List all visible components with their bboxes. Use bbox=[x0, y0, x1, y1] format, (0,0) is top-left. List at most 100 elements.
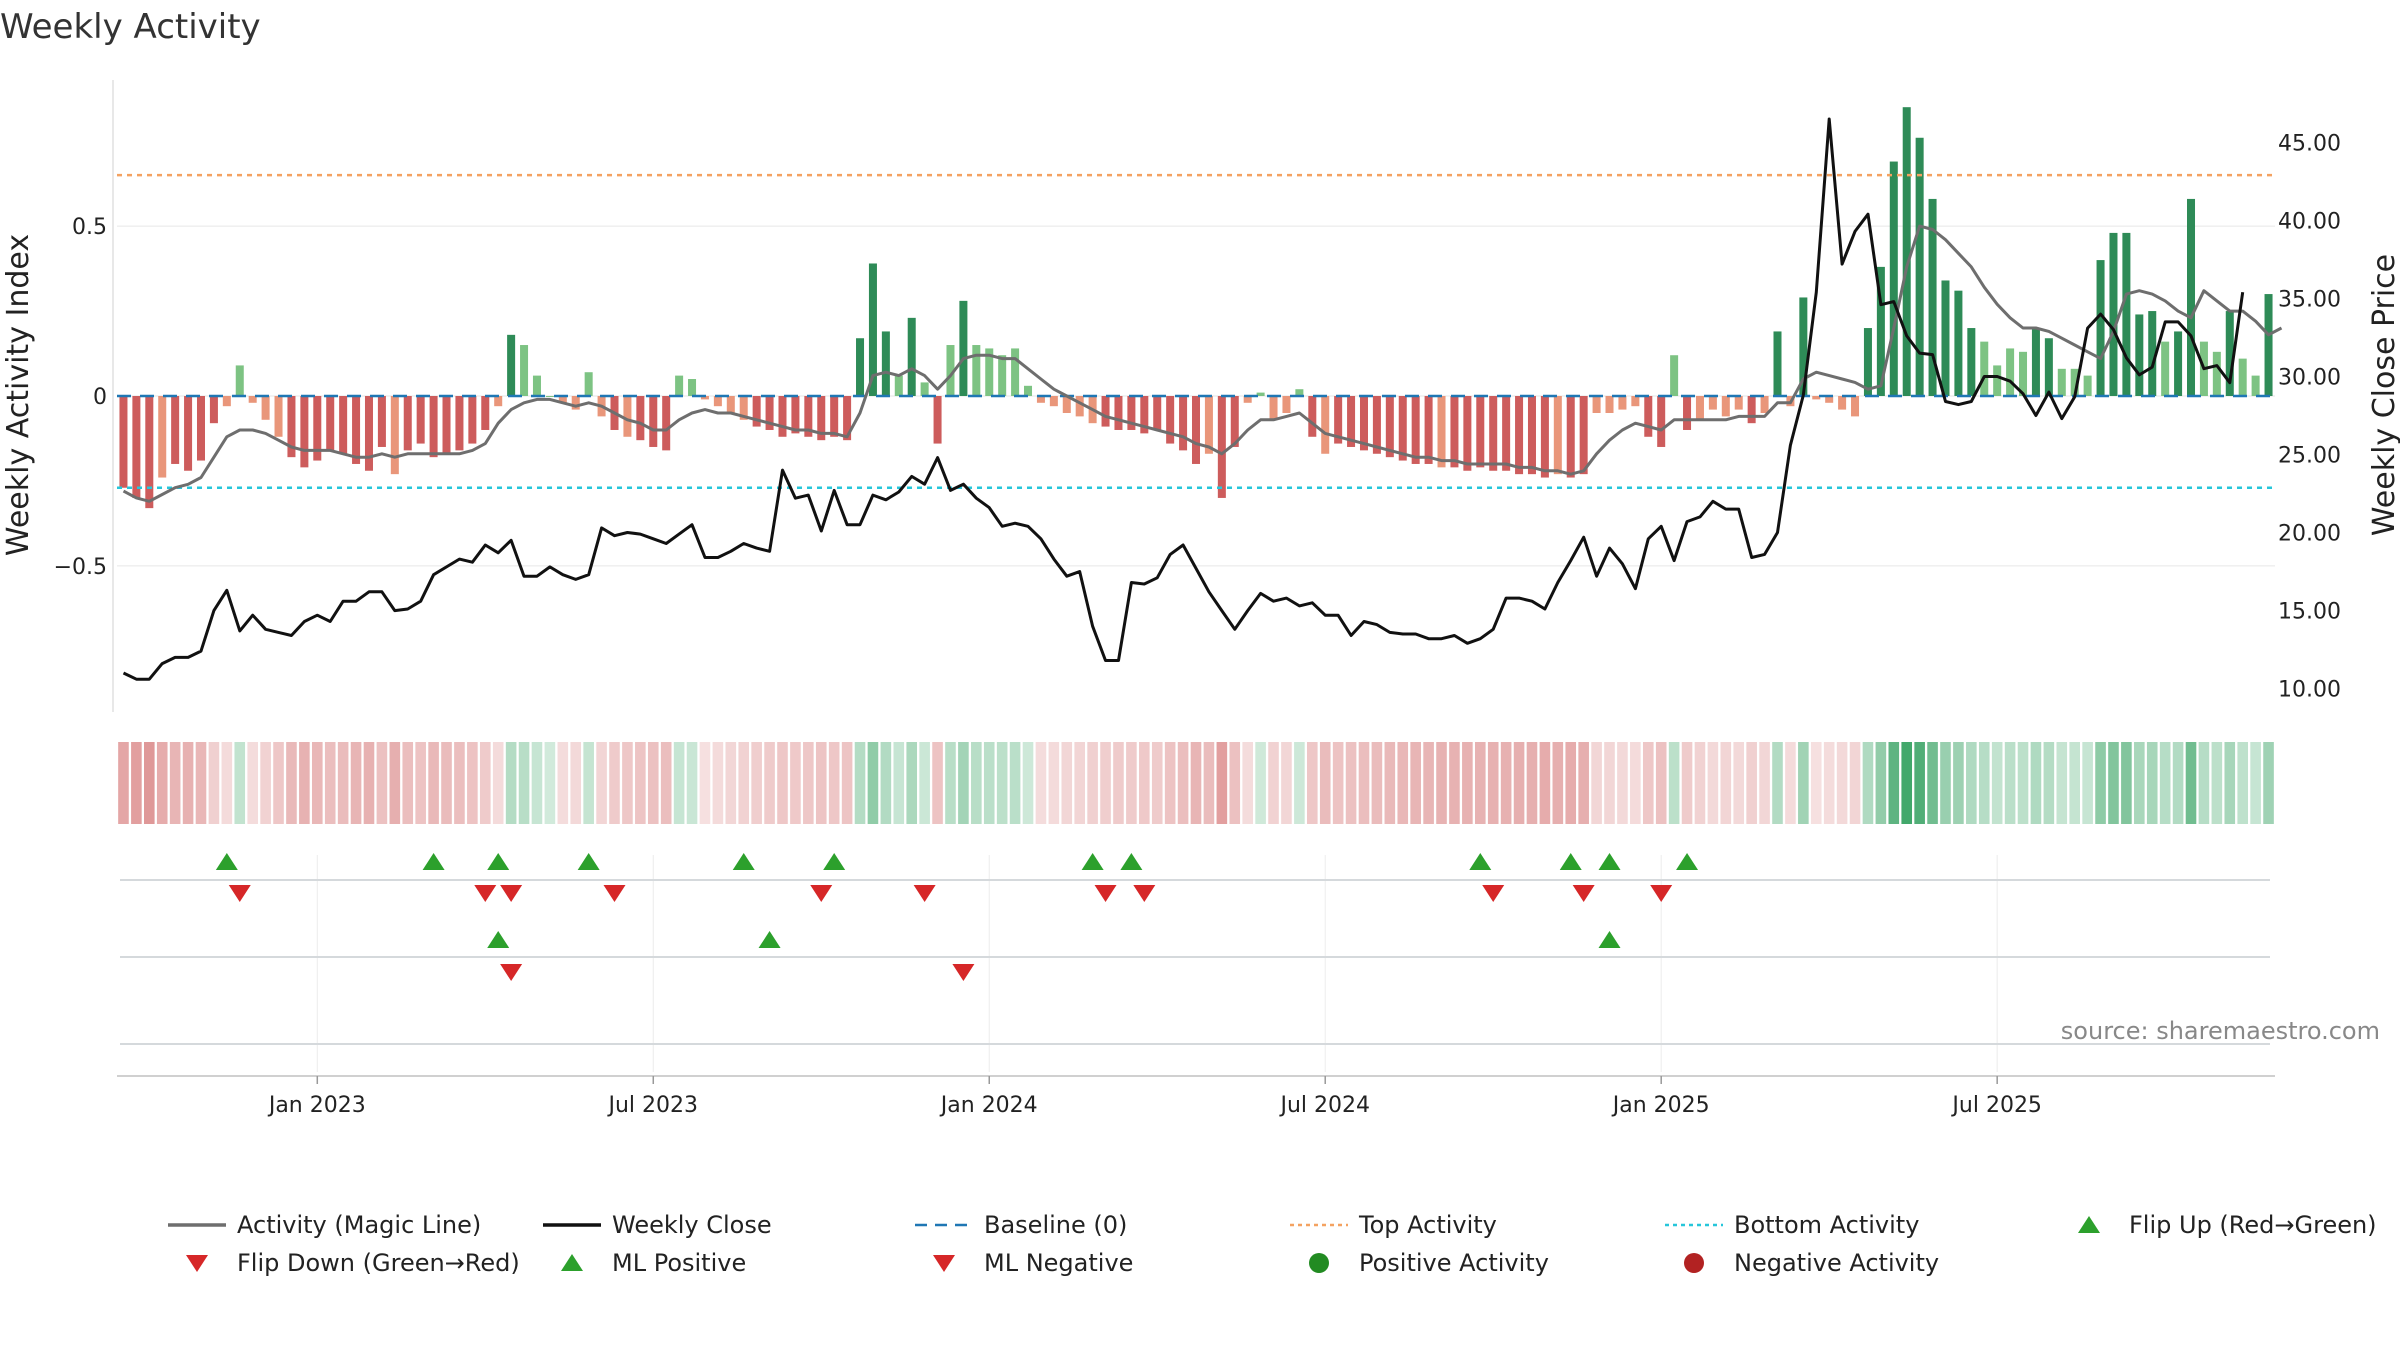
legend-swatch bbox=[2078, 1216, 2100, 1233]
activity-bar bbox=[2057, 368, 2066, 396]
strip-cell bbox=[932, 742, 943, 824]
strip-cell bbox=[660, 742, 672, 824]
legend-label: Flip Up (Red→Green) bbox=[2129, 1211, 2377, 1239]
strip-cell bbox=[880, 742, 892, 824]
ml-positive-marker bbox=[1598, 931, 1621, 948]
activity-bar bbox=[377, 396, 386, 447]
strip-cell bbox=[299, 742, 310, 824]
activity-bar bbox=[1437, 396, 1446, 468]
strip-cell bbox=[1940, 742, 1951, 824]
activity-bar bbox=[1889, 161, 1898, 396]
activity-bar bbox=[1631, 396, 1640, 407]
strip-cell bbox=[2172, 742, 2184, 824]
strip-cell bbox=[945, 742, 956, 824]
strip-cell bbox=[1888, 742, 1900, 824]
strip-cell bbox=[2185, 742, 2197, 824]
strip-cell bbox=[1810, 742, 1822, 824]
strip-cell bbox=[2159, 742, 2171, 824]
strip-cell bbox=[286, 742, 297, 824]
activity-bar bbox=[1476, 396, 1485, 468]
legend-swatch bbox=[186, 1255, 208, 1272]
activity-bars bbox=[119, 107, 2273, 509]
strip-cell bbox=[2069, 742, 2081, 824]
strip-cell bbox=[1591, 742, 1602, 824]
strip-cell bbox=[1294, 742, 1305, 824]
flip-down-marker bbox=[810, 885, 833, 902]
strip-cell bbox=[673, 742, 685, 824]
strip-cell bbox=[1229, 742, 1241, 824]
strip-cell bbox=[247, 742, 258, 824]
legend-label: Bottom Activity bbox=[1734, 1211, 1919, 1239]
strip-cell bbox=[1707, 742, 1719, 824]
strip-cell bbox=[1733, 742, 1745, 824]
right-tick-label: 45.00 bbox=[2278, 131, 2341, 156]
activity-bar bbox=[171, 396, 180, 464]
strip-cell bbox=[144, 742, 155, 824]
activity-bar bbox=[520, 345, 529, 396]
flip-down-marker bbox=[474, 885, 497, 902]
activity-bar bbox=[2109, 232, 2118, 396]
activity-bar bbox=[1489, 396, 1498, 471]
activity-bar bbox=[1980, 341, 1989, 396]
strip-cell bbox=[311, 742, 323, 824]
activity-bar bbox=[1618, 396, 1627, 410]
strip-cell bbox=[1384, 742, 1396, 824]
strip-cell bbox=[221, 742, 233, 824]
strip-cell bbox=[1203, 742, 1215, 824]
flip-down-marker bbox=[913, 885, 936, 902]
activity-bar bbox=[2161, 341, 2170, 396]
activity-bar bbox=[856, 338, 865, 396]
strip-cell bbox=[1875, 742, 1887, 824]
strip-cell bbox=[479, 742, 491, 824]
activity-bar bbox=[326, 396, 335, 451]
activity-bar bbox=[1773, 331, 1782, 396]
activity-bar bbox=[1812, 396, 1821, 400]
strip-cell bbox=[2237, 742, 2248, 824]
strip-cell bbox=[1836, 742, 1848, 824]
activity-bar bbox=[1166, 396, 1175, 444]
strip-cell bbox=[2017, 742, 2029, 824]
strip-cell bbox=[1513, 742, 1525, 824]
activity-bar bbox=[830, 396, 839, 437]
strip-cell bbox=[156, 742, 168, 824]
activity-bar bbox=[713, 396, 722, 407]
flip-up-marker bbox=[487, 853, 510, 870]
strip-cell bbox=[1914, 742, 1925, 824]
activity-bar bbox=[1876, 266, 1885, 396]
activity-bar bbox=[455, 396, 464, 451]
strip-cell bbox=[350, 742, 362, 824]
strip-cell bbox=[1449, 742, 1460, 824]
activity-bar bbox=[1695, 396, 1704, 420]
activity-bar bbox=[765, 396, 774, 430]
activity-bar bbox=[222, 396, 231, 407]
legend-label: ML Negative bbox=[984, 1249, 1133, 1277]
activity-bar bbox=[1553, 396, 1562, 475]
flip-down-marker bbox=[500, 885, 523, 902]
flip-up-marker bbox=[1676, 853, 1699, 870]
strip-cell bbox=[376, 742, 388, 824]
activity-bar bbox=[752, 396, 761, 427]
activity-bar bbox=[985, 348, 994, 396]
left-axis-ticks: 0.5 0 −0.5 bbox=[54, 215, 107, 580]
activity-bar bbox=[1566, 396, 1575, 478]
activity-bar bbox=[532, 375, 541, 396]
strip-cell bbox=[647, 742, 659, 824]
strip-cell bbox=[402, 742, 414, 824]
strip-cell bbox=[1216, 742, 1228, 824]
strip-cell bbox=[428, 742, 439, 824]
flip-down-marker bbox=[1572, 885, 1595, 902]
strip-cell bbox=[1681, 742, 1693, 824]
activity-bar bbox=[481, 396, 490, 430]
strip-cell bbox=[1474, 742, 1486, 824]
activity-bar bbox=[920, 382, 929, 396]
flip-up-marker bbox=[1469, 853, 1492, 870]
strip-cell bbox=[544, 742, 556, 824]
strip-cell bbox=[273, 742, 284, 824]
activity-bar bbox=[778, 396, 787, 437]
strip-cell bbox=[234, 742, 246, 824]
strip-cell bbox=[2224, 742, 2236, 824]
activity-bar bbox=[804, 396, 813, 437]
activity-bar bbox=[1683, 396, 1692, 430]
flip-up-marker bbox=[1081, 853, 1104, 870]
